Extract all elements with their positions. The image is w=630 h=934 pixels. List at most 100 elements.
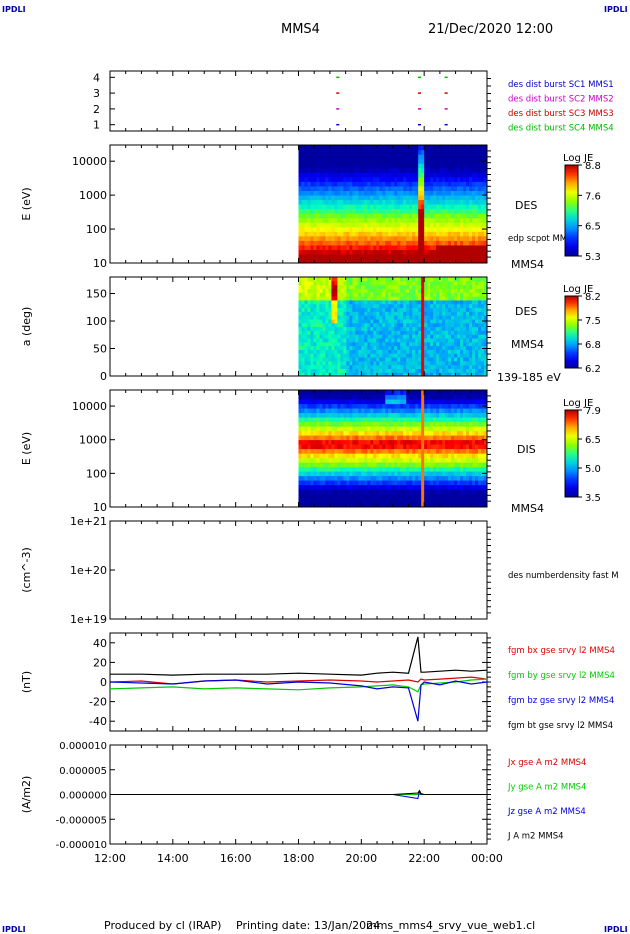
dis-energy-panel-pixel [331,435,336,441]
des-pitch-panel-pixel [409,277,413,282]
des-energy-panel-pixel [313,204,318,210]
des-energy-panel-pixel [340,217,344,223]
des-energy-panel-pixel [331,222,336,228]
dis-energy-panel-pixel [451,421,455,427]
des-pitch-panel-pixel [346,349,350,354]
burst-panel-legend-3: des dist burst SC3 MMS3 [508,109,614,119]
des-pitch-panel-pixel [394,353,398,358]
des-energy-panel-pixel [328,185,333,191]
des-pitch-panel-pixel [334,288,338,293]
dis-energy-panel-pixel [421,435,425,441]
des-energy-panel-pixel [361,194,365,201]
des-energy-panel-pixel [349,199,353,205]
des-pitch-panel-pixel [424,337,428,343]
des-energy-panel-pixel [322,172,327,178]
dis-energy-panel-pixel [334,453,338,459]
des-pitch-panel-pixel [388,349,392,354]
des-pitch-panel-pixel [343,296,347,301]
dis-energy-panel-pixel [460,493,464,499]
dis-energy-panel-pixel [379,457,383,463]
dis-energy-panel-pixel [304,444,309,450]
des-pitch-panel-pixel [430,341,434,347]
dis-energy-panel-pixel [460,484,464,490]
des-energy-panel-pixel [409,145,413,151]
dis-energy-panel-pixel [313,394,318,400]
des-pitch-panel-pixel [478,315,482,320]
dis-energy-panel-pixel [319,421,324,427]
des-pitch-panel-pixel [424,353,428,358]
des-energy-panel-pixel [328,194,333,201]
des-pitch-panel-pixel [316,296,321,301]
dis-energy-panel-pixel [421,502,425,507]
dis-energy-panel-pixel [358,430,362,436]
des-pitch-panel-pixel [298,322,303,328]
des-energy-panel-label-sc: MMS4 [511,258,544,271]
des-energy-panel-pixel [421,217,425,223]
dis-energy-panel-pixel [301,498,306,504]
dis-energy-panel-pixel [343,498,347,504]
des-pitch-panel-pixel [355,284,359,290]
dis-energy-panel-pixel [301,439,306,445]
dis-energy-panel-pixel [430,394,434,400]
des-pitch-panel-pixel [472,345,476,350]
dis-energy-panel-pixel [367,457,371,463]
des-pitch-panel-pixel [427,280,431,286]
des-pitch-panel-pixel [469,360,473,366]
des-pitch-panel-pixel [433,326,437,331]
des-pitch-panel-pixel [403,337,407,343]
des-energy-panel-pixel [316,222,321,228]
dis-energy-panel-pixel [298,408,303,414]
des-pitch-panel-pixel [310,307,315,312]
des-energy-panel-pixel [484,172,487,178]
des-energy-panel-pixel [436,149,440,155]
dis-energy-panel-pixel [433,466,437,472]
des-energy-panel-pixel [325,154,330,160]
des-pitch-panel-pixel [358,337,362,343]
des-pitch-panel-pixel [388,299,392,305]
des-pitch-panel-pixel [448,356,452,362]
des-energy-panel-pixel [301,240,306,246]
des-pitch-panel-pixel [307,307,312,312]
des-pitch-panel-pixel [322,292,327,297]
des-energy-panel-pixel [406,226,410,232]
des-pitch-panel-pixel [385,318,389,324]
des-pitch-panel-pixel [388,311,392,316]
des-pitch-panel-pixel [448,345,452,350]
des-energy-panel-pixel [448,145,452,151]
dis-energy-panel-pixel [343,421,347,427]
des-pitch-panel-pixel [388,315,392,320]
des-pitch-panel-pixel [415,299,419,305]
des-energy-panel-pixel [469,244,473,250]
dis-energy-panel-pixel [301,462,306,468]
des-energy-panel-pixel [379,235,383,241]
des-energy-panel-pixel [340,253,344,260]
des-pitch-panel-pixel [361,322,365,328]
des-energy-panel-pixel [385,163,389,169]
dis-energy-panel-pixel [313,421,318,427]
des-pitch-panel-pixel [451,307,455,312]
des-pitch-panel-pixel [475,307,479,312]
dis-energy-panel-pixel [364,399,368,405]
des-pitch-panel-pixel [319,353,324,358]
des-pitch-panel-pixel [466,318,470,324]
des-energy-panel-pixel [379,190,383,196]
des-pitch-panel-pixel [442,341,446,347]
des-energy-panel-pixel [376,244,380,250]
des-energy-panel-pixel [307,158,312,164]
dis-energy-panel-pixel [373,417,377,423]
des-energy-panel-pixel [475,158,479,164]
des-energy-panel-pixel [478,199,482,205]
des-energy-panel-pixel [478,213,482,219]
des-energy-panel-pixel [364,231,368,237]
des-pitch-panel-pixel [439,345,443,350]
des-pitch-panel-pixel [481,311,485,316]
dis-energy-panel-pixel [379,426,383,432]
des-energy-panel-pixel [322,226,327,232]
des-energy-panel-pixel [301,208,306,214]
dis-energy-panel-pixel [337,498,341,504]
dis-energy-panel-pixel [364,421,368,427]
des-pitch-panel-pixel [433,292,437,297]
dis-energy-panel-pixel [415,408,419,414]
dis-energy-panel-pixel [391,475,395,481]
des-energy-panel-pixel [472,176,476,182]
